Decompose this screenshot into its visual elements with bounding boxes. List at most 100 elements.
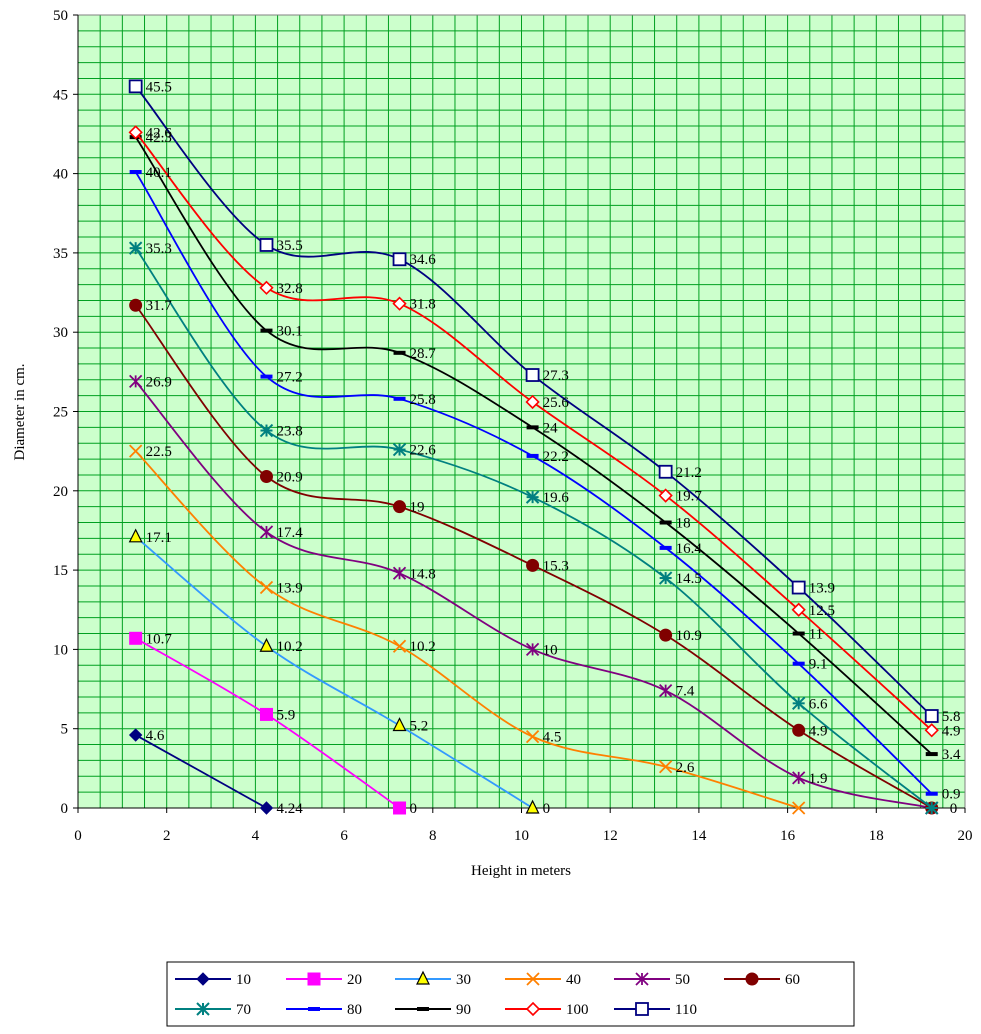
data-point-110 — [924, 709, 939, 723]
series-line-10 — [135, 734, 267, 809]
data-label: 6.6 — [809, 696, 828, 712]
data-point-40 — [259, 580, 274, 595]
legend-item-60: 60 — [724, 972, 800, 988]
data-label: 4.24 — [276, 801, 303, 817]
legend-marker — [416, 970, 430, 985]
data-point-40 — [792, 801, 806, 815]
series-line-40 — [135, 450, 799, 809]
data-label: 3.4 — [942, 747, 961, 763]
legend-label: 10 — [236, 972, 251, 988]
data-label: 11 — [809, 627, 823, 643]
y-tick-label: 50 — [53, 8, 68, 24]
legend-item-110: 110 — [614, 1002, 697, 1018]
x-tick-label: 10 — [514, 828, 529, 844]
legend-box — [166, 961, 855, 1027]
y-tick-label: 5 — [61, 722, 69, 738]
data-label: 5.8 — [942, 709, 961, 725]
data-point-20 — [393, 801, 407, 815]
x-tick-label: 16 — [780, 828, 796, 844]
data-label: 10.2 — [410, 639, 436, 655]
data-label: 10.2 — [276, 639, 302, 655]
data-point-40 — [525, 729, 540, 744]
data-point-100 — [658, 488, 673, 503]
legend: 10 20 30 40 50 60 70 80 90 100 110 — [166, 961, 855, 1027]
data-label: 22.5 — [146, 444, 172, 460]
data-point-80 — [393, 396, 406, 401]
data-point-30 — [128, 528, 143, 543]
data-point-30 — [259, 637, 274, 652]
data-point-50 — [392, 566, 407, 580]
legend-marker — [635, 972, 649, 986]
data-label: 27.2 — [276, 370, 302, 386]
legend-item-70: 70 — [175, 1002, 251, 1018]
legend-marker — [745, 972, 759, 986]
data-label: 25.6 — [543, 395, 570, 411]
data-label: 20.9 — [276, 470, 302, 486]
data-label: 0 — [950, 801, 958, 817]
data-point-50 — [259, 525, 274, 539]
data-point-80 — [792, 661, 805, 666]
data-point-60 — [129, 298, 143, 312]
data-label: 1.9 — [809, 771, 828, 787]
data-label: 5.2 — [410, 719, 429, 735]
legend-label: 50 — [675, 972, 690, 988]
data-point-50 — [129, 374, 143, 389]
x-tick-label: 2 — [163, 828, 171, 844]
data-label: 42.6 — [146, 125, 173, 141]
data-label: 12.5 — [809, 603, 835, 619]
legend-marker — [526, 972, 540, 986]
legend-label: 80 — [347, 1002, 362, 1018]
legend-marker — [196, 972, 210, 986]
data-point-30 — [392, 717, 407, 732]
legend-label: 20 — [347, 972, 362, 988]
y-tick-label: 0 — [61, 801, 69, 817]
data-label: 30.1 — [276, 324, 302, 340]
legend-item-100: 100 — [505, 1001, 589, 1018]
data-point-50 — [525, 642, 540, 657]
legend-marker — [417, 1007, 429, 1011]
x-tick-label: 4 — [252, 828, 260, 844]
data-point-100 — [924, 723, 939, 738]
data-point-60 — [792, 723, 806, 737]
legend-label: 30 — [456, 972, 471, 988]
data-label: 5.9 — [276, 707, 295, 723]
data-point-90 — [792, 631, 805, 636]
data-label: 34.6 — [410, 252, 437, 268]
data-point-70 — [128, 241, 143, 255]
legend-marker — [196, 1002, 210, 1016]
data-label: 40.1 — [146, 165, 172, 181]
legend-item-80: 80 — [286, 1002, 362, 1018]
data-label: 21.2 — [676, 465, 702, 481]
data-label: 45.5 — [146, 79, 172, 95]
data-point-10 — [259, 801, 274, 815]
data-label: 25.8 — [410, 392, 436, 408]
data-label: 2.6 — [676, 760, 695, 776]
legend-marker — [635, 1002, 649, 1016]
x-tick-label: 8 — [429, 828, 437, 844]
data-point-70 — [925, 801, 939, 815]
data-point-40 — [392, 639, 407, 653]
data-label: 17.4 — [276, 525, 303, 541]
y-tick-label: 10 — [53, 642, 68, 658]
legend-label: 110 — [675, 1002, 697, 1018]
data-point-110 — [259, 238, 274, 252]
data-label: 4.9 — [809, 723, 828, 739]
data-point-20 — [259, 707, 273, 721]
legend-label: 40 — [566, 972, 581, 988]
legend-item-30: 30 — [395, 970, 471, 988]
data-label: 22.2 — [543, 449, 569, 465]
data-point-40 — [659, 760, 673, 774]
data-point-90 — [526, 425, 539, 430]
data-label: 13.9 — [809, 581, 835, 597]
data-point-80 — [129, 170, 142, 175]
y-tick-label: 35 — [53, 246, 68, 262]
series-group — [128, 79, 939, 815]
x-tick-label: 0 — [74, 828, 82, 844]
data-point-80 — [659, 545, 672, 550]
legend-label: 100 — [566, 1002, 589, 1018]
data-label: 0 — [410, 801, 418, 817]
grid — [78, 15, 965, 808]
legend-marker — [307, 972, 321, 986]
